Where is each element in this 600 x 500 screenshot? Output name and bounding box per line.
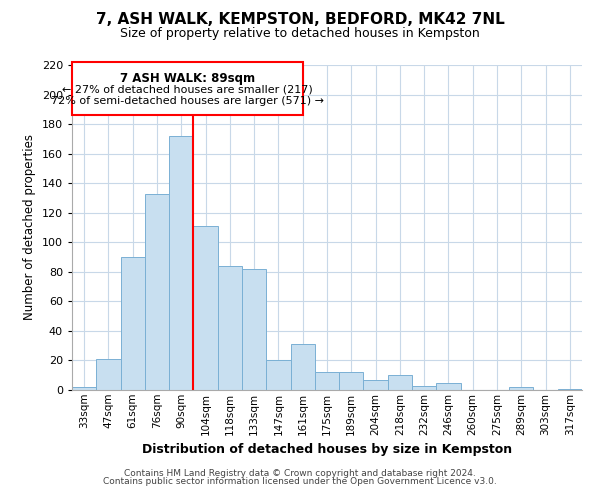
Bar <box>558 388 582 390</box>
Bar <box>266 360 290 390</box>
Text: 7 ASH WALK: 89sqm: 7 ASH WALK: 89sqm <box>120 72 255 86</box>
X-axis label: Distribution of detached houses by size in Kempston: Distribution of detached houses by size … <box>142 443 512 456</box>
Bar <box>121 257 145 390</box>
Bar <box>290 344 315 390</box>
Bar <box>72 387 96 390</box>
Text: Contains public sector information licensed under the Open Government Licence v3: Contains public sector information licen… <box>103 477 497 486</box>
Bar <box>436 382 461 390</box>
Text: 72% of semi-detached houses are larger (571) →: 72% of semi-detached houses are larger (… <box>51 96 324 106</box>
Bar <box>509 387 533 390</box>
Bar <box>339 372 364 390</box>
Bar <box>242 269 266 390</box>
Text: ← 27% of detached houses are smaller (217): ← 27% of detached houses are smaller (21… <box>62 84 313 94</box>
Bar <box>364 380 388 390</box>
Text: Size of property relative to detached houses in Kempston: Size of property relative to detached ho… <box>120 28 480 40</box>
Text: Contains HM Land Registry data © Crown copyright and database right 2024.: Contains HM Land Registry data © Crown c… <box>124 468 476 477</box>
Bar <box>412 386 436 390</box>
Text: 7, ASH WALK, KEMPSTON, BEDFORD, MK42 7NL: 7, ASH WALK, KEMPSTON, BEDFORD, MK42 7NL <box>95 12 505 28</box>
Bar <box>193 226 218 390</box>
Y-axis label: Number of detached properties: Number of detached properties <box>23 134 36 320</box>
Bar <box>218 266 242 390</box>
Bar <box>169 136 193 390</box>
Bar <box>315 372 339 390</box>
Bar <box>96 359 121 390</box>
FancyBboxPatch shape <box>72 62 303 115</box>
Bar <box>388 375 412 390</box>
Bar <box>145 194 169 390</box>
